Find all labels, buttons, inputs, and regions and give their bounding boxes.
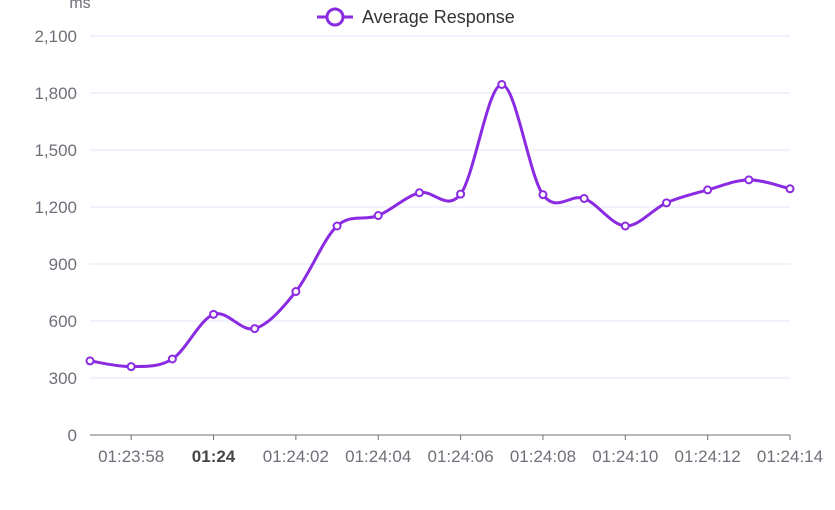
y-axis: 0 300 600 900 1,200 1,500 1,800 2,100	[34, 27, 77, 445]
y-tick-label: 1,200	[34, 198, 77, 217]
x-tick-label: 01:24:04	[345, 447, 411, 466]
data-point[interactable]	[414, 188, 424, 198]
data-point[interactable]	[538, 190, 548, 200]
data-point[interactable]	[661, 198, 671, 208]
data-point[interactable]	[620, 221, 630, 231]
legend[interactable]: Average Response	[317, 7, 515, 27]
grid-lines	[90, 35, 790, 379]
y-tick-label: 1,500	[34, 141, 77, 160]
data-point[interactable]	[85, 356, 95, 366]
x-tick-label: 01:24:02	[263, 447, 329, 466]
data-points	[85, 79, 795, 372]
y-axis-unit-label: ms	[69, 0, 90, 12]
x-tick-label: 01:24:10	[592, 447, 658, 466]
data-point[interactable]	[456, 189, 466, 199]
x-tick-label: 01:24:06	[427, 447, 493, 466]
y-tick-label: 600	[49, 312, 77, 331]
data-point[interactable]	[744, 175, 754, 185]
y-tick-label: 300	[49, 369, 77, 388]
data-point[interactable]	[497, 79, 507, 89]
series-line-average-response	[89, 82, 791, 369]
x-tick-label: 01:23:58	[98, 447, 164, 466]
data-point[interactable]	[332, 221, 342, 231]
data-point[interactable]	[291, 287, 301, 297]
data-point[interactable]	[126, 362, 136, 372]
x-tick-label: 01:24:08	[510, 447, 576, 466]
y-tick-label: 0	[68, 426, 77, 445]
x-tick-label: 01:24	[192, 447, 236, 466]
data-point[interactable]	[250, 324, 260, 334]
y-tick-label: 900	[49, 255, 77, 274]
series-lines	[89, 82, 791, 369]
legend-circle-icon	[325, 7, 345, 27]
data-point[interactable]	[579, 193, 589, 203]
x-tick-label: 01:24:12	[675, 447, 741, 466]
x-axis: 01:23:58 01:24 01:24:02 01:24:04 01:24:06 01:…	[90, 434, 823, 466]
y-tick-label: 1,800	[34, 84, 77, 103]
data-point[interactable]	[167, 354, 177, 364]
data-point[interactable]	[373, 211, 383, 221]
data-point[interactable]	[209, 309, 219, 319]
x-tick-label: 01:24:14	[757, 447, 823, 466]
data-point[interactable]	[785, 184, 795, 194]
legend-label: Average Response	[362, 7, 515, 27]
data-point[interactable]	[703, 185, 713, 195]
y-tick-label: 2,100	[34, 27, 77, 46]
